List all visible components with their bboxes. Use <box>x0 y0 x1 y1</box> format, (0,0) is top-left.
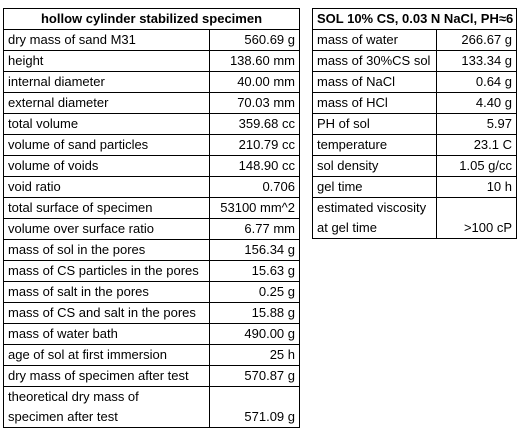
specimen-row: dry mass of sand M31 560.69 g <box>3 29 300 51</box>
specimen-row-value: 570.87 g <box>209 365 300 387</box>
sol-row: mass of water 266.67 g <box>312 29 518 51</box>
sol-row-label: mass of 30%CS sol <box>312 50 437 72</box>
specimen-row: height 138.60 mm <box>3 50 300 72</box>
specimen-row: mass of sol in the pores 156.34 g <box>3 239 300 261</box>
specimen-row: volume over surface ratio 6.77 mm <box>3 218 300 240</box>
specimen-row-value: 53100 mm^2 <box>209 197 300 219</box>
specimen-row-value: 138.60 mm <box>209 50 300 72</box>
sol-row-label: mass of NaCl <box>312 71 437 93</box>
sol-row-value: 4.40 g <box>435 92 518 114</box>
sol-table: SOL 10% CS, 0.03 N NaCl, PH≈6 mass of wa… <box>311 8 518 239</box>
sol-row-value: 5.97 <box>435 113 518 135</box>
sol-row: mass of NaCl 0.64 g <box>312 71 518 93</box>
specimen-row-value: 15.63 g <box>209 260 300 282</box>
specimen-last-row-value: 571.09 g <box>209 407 300 428</box>
specimen-row-label: mass of CS particles in the pores <box>3 260 210 282</box>
specimen-row-label: dry mass of specimen after test <box>3 365 210 387</box>
specimen-row-label: age of sol at first immersion <box>3 344 210 366</box>
sol-row-value: 10 h <box>435 176 518 198</box>
specimen-row: volume of sand particles 210.79 cc <box>3 134 300 156</box>
sol-row-label: mass of HCl <box>312 92 437 114</box>
specimen-row: mass of salt in the pores 0.25 g <box>3 281 300 303</box>
sol-row-label: gel time <box>312 176 437 198</box>
specimen-row: total surface of specimen 53100 mm^2 <box>3 197 300 219</box>
specimen-row-label: dry mass of sand M31 <box>3 29 210 51</box>
sol-row: sol density 1.05 g/cc <box>312 155 518 177</box>
specimen-row-label: volume of sand particles <box>3 134 210 156</box>
specimen-row: volume of voids 148.90 cc <box>3 155 300 177</box>
specimen-row: void ratio 0.706 <box>3 176 300 198</box>
specimen-last-row: theoretical dry mass of <box>3 386 300 407</box>
specimen-row: age of sol at first immersion 25 h <box>3 344 300 366</box>
specimen-row: mass of water bath 490.00 g <box>3 323 300 345</box>
specimen-row-value: 156.34 g <box>209 239 300 261</box>
specimen-row-label: mass of CS and salt in the pores <box>3 302 210 324</box>
specimen-row: internal diameter 40.00 mm <box>3 71 300 93</box>
sol-table-title: SOL 10% CS, 0.03 N NaCl, PH≈6 <box>311 8 518 30</box>
specimen-row-value: 70.03 mm <box>209 92 300 114</box>
specimen-row-label: total volume <box>3 113 210 135</box>
specimen-row-label: external diameter <box>3 92 210 114</box>
specimen-table-title: hollow cylinder stabilized specimen <box>3 8 300 30</box>
specimen-row-label: mass of salt in the pores <box>3 281 210 303</box>
sol-row-value: 266.67 g <box>435 29 518 51</box>
specimen-row-value: 6.77 mm <box>209 218 300 240</box>
specimen-row-value: 359.68 cc <box>209 113 300 135</box>
sol-last-row: estimated viscosity <box>312 197 518 218</box>
specimen-row-label: total surface of specimen <box>3 197 210 219</box>
sol-row: temperature 23.1 C <box>312 134 518 156</box>
sol-row: PH of sol 5.97 <box>312 113 518 135</box>
specimen-row-value: 40.00 mm <box>209 71 300 93</box>
specimen-row: dry mass of specimen after test 570.87 g <box>3 365 300 387</box>
sol-row-value: 1.05 g/cc <box>435 155 518 177</box>
specimen-table: hollow cylinder stabilized specimen dry … <box>3 8 300 428</box>
specimen-row: mass of CS particles in the pores 15.63 g <box>3 260 300 282</box>
specimen-row-label: volume of voids <box>3 155 210 177</box>
sol-row-value: 23.1 C <box>435 134 518 156</box>
sol-row-value: 133.34 g <box>435 50 518 72</box>
specimen-row-label: internal diameter <box>3 71 210 93</box>
specimen-row: external diameter 70.03 mm <box>3 92 300 114</box>
specimen-row: mass of CS and salt in the pores 15.88 g <box>3 302 300 324</box>
specimen-row-label: mass of sol in the pores <box>3 239 210 261</box>
specimen-row-value: 148.90 cc <box>209 155 300 177</box>
specimen-row-value: 210.79 cc <box>209 134 300 156</box>
sol-row: mass of 30%CS sol 133.34 g <box>312 50 518 72</box>
specimen-row-label: height <box>3 50 210 72</box>
specimen-row-value: 15.88 g <box>209 302 300 324</box>
specimen-last-row-value-spacer <box>209 386 300 407</box>
sol-last-row-cont: at gel time >100 cP <box>312 218 518 239</box>
specimen-row-value: 0.706 <box>209 176 300 198</box>
specimen-row-value: 490.00 g <box>209 323 300 345</box>
sol-row-label: sol density <box>312 155 437 177</box>
specimen-row-value: 25 h <box>209 344 300 366</box>
sol-row-label: PH of sol <box>312 113 437 135</box>
sol-row-label: mass of water <box>312 29 437 51</box>
sol-row-value: 0.64 g <box>435 71 518 93</box>
specimen-row-label: mass of water bath <box>3 323 210 345</box>
sol-last-row-label-line2: at gel time <box>312 218 437 239</box>
sol-last-row-label-line1: estimated viscosity <box>312 197 437 218</box>
specimen-row: total volume 359.68 cc <box>3 113 300 135</box>
specimen-row-value: 0.25 g <box>209 281 300 303</box>
sol-row: mass of HCl 4.40 g <box>312 92 518 114</box>
sol-row: gel time 10 h <box>312 176 518 198</box>
sol-last-row-value-spacer <box>435 197 518 218</box>
specimen-last-row-cont: specimen after test 571.09 g <box>3 407 300 428</box>
specimen-last-row-label-line2: specimen after test <box>3 407 210 428</box>
specimen-row-value: 560.69 g <box>209 29 300 51</box>
specimen-row-label: volume over surface ratio <box>3 218 210 240</box>
sol-row-label: temperature <box>312 134 437 156</box>
specimen-row-label: void ratio <box>3 176 210 198</box>
sol-last-row-value: >100 cP <box>435 218 518 239</box>
specimen-last-row-label-line1: theoretical dry mass of <box>3 386 210 407</box>
